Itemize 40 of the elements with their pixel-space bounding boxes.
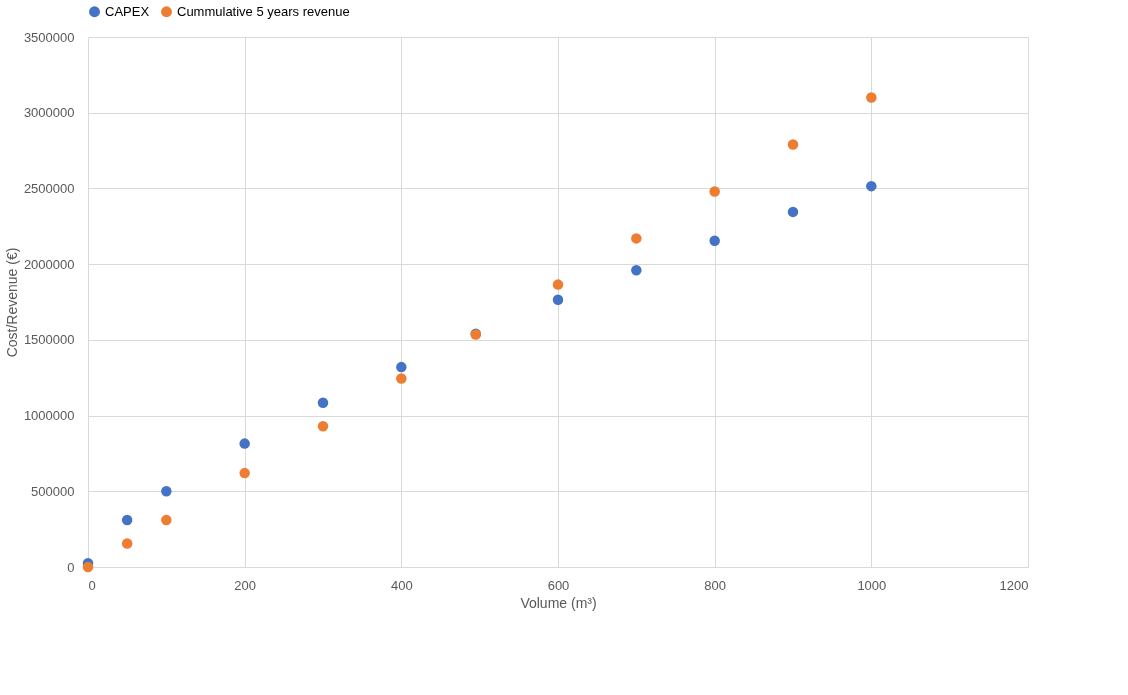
point xyxy=(121,538,133,549)
y-axis-title: Cost/Revenue (€) xyxy=(3,247,20,358)
x-tick-label: 800 xyxy=(704,577,727,593)
point xyxy=(709,235,720,246)
point xyxy=(239,438,250,449)
y-tick-label: 500000 xyxy=(31,483,75,499)
y-tick-label: 3000000 xyxy=(23,105,75,121)
y-tick-label: 1000000 xyxy=(23,408,75,424)
y-tick-label: 2500000 xyxy=(23,180,75,196)
point xyxy=(552,279,564,290)
x-tick-label: 0 xyxy=(88,577,96,593)
x-tick-label: 1200 xyxy=(999,577,1029,593)
point xyxy=(631,233,642,244)
point xyxy=(239,467,250,479)
point xyxy=(317,420,329,432)
point xyxy=(787,139,799,150)
legend-label: Cummulative 5 years revenue xyxy=(177,3,350,19)
y-tick-label: 0 xyxy=(67,559,75,575)
x-axis-title: Volume (m³) xyxy=(520,594,597,611)
point xyxy=(631,264,642,276)
point xyxy=(709,186,720,197)
point xyxy=(787,206,799,218)
point xyxy=(121,514,133,526)
y-tick-label: 3500000 xyxy=(23,29,75,45)
point xyxy=(396,361,407,373)
x-tick-label: 1000 xyxy=(857,577,887,593)
y-tick-label: 2000000 xyxy=(23,256,75,272)
point xyxy=(317,397,329,408)
y-tick-label: 1500000 xyxy=(23,332,75,348)
point xyxy=(866,92,877,103)
legend-label: CAPEX xyxy=(105,3,150,19)
point xyxy=(866,180,877,192)
point xyxy=(396,373,407,384)
point xyxy=(552,294,564,305)
point xyxy=(161,486,172,497)
point xyxy=(82,561,94,573)
x-tick-label: 200 xyxy=(234,577,257,593)
x-tick-label: 400 xyxy=(390,577,413,593)
point xyxy=(161,514,172,526)
x-tick-label: 600 xyxy=(547,577,570,593)
